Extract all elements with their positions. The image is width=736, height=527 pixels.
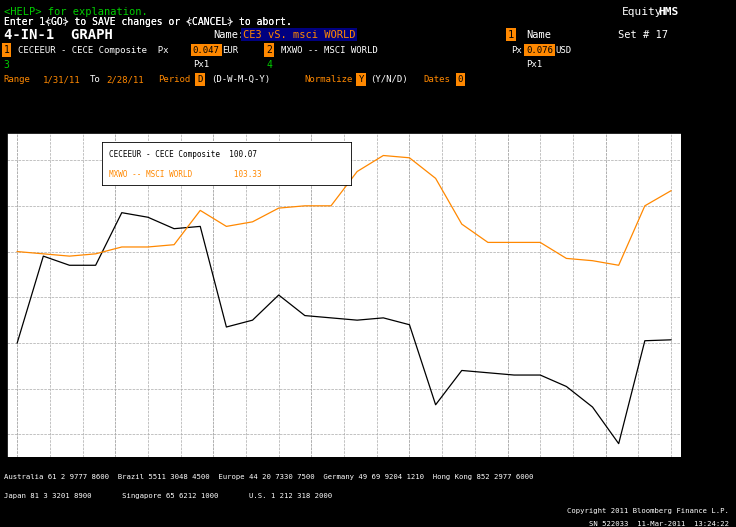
Text: <HELP> for explanation.: <HELP> for explanation. <box>4 7 147 16</box>
Text: Equity: Equity <box>622 7 662 16</box>
Text: MXWO -- MSCI WORLD: MXWO -- MSCI WORLD <box>281 45 378 55</box>
Text: (D-W-M-Q-Y): (D-W-M-Q-Y) <box>211 75 270 84</box>
Text: Australia 61 2 9777 8600  Brazil 5511 3048 4500  Europe 44 20 7330 7500  Germany: Australia 61 2 9777 8600 Brazil 5511 304… <box>4 474 533 480</box>
Text: Set # 17: Set # 17 <box>618 30 668 40</box>
Text: To: To <box>90 75 101 84</box>
Text: 1: 1 <box>508 30 514 40</box>
Text: 2/28/11: 2/28/11 <box>107 75 144 84</box>
Text: Px1: Px1 <box>526 60 542 70</box>
Text: 4: 4 <box>266 60 272 70</box>
Text: HMS: HMS <box>659 7 679 16</box>
Text: SN 522033  11-Mar-2011  13:24:22: SN 522033 11-Mar-2011 13:24:22 <box>589 521 729 527</box>
Text: D: D <box>197 75 202 84</box>
Text: CE3 vS. msci WORLD: CE3 vS. msci WORLD <box>243 30 355 40</box>
Text: CECEEUR - CECE Composite  Px: CECEEUR - CECE Composite Px <box>18 45 169 55</box>
Text: 4-IN-1  GRAPH: 4-IN-1 GRAPH <box>4 28 113 42</box>
Text: Period: Period <box>158 75 191 84</box>
Text: Px1: Px1 <box>193 60 209 70</box>
Text: USD: USD <box>556 45 572 55</box>
Text: 1: 1 <box>4 45 10 55</box>
Text: 1/31/11: 1/31/11 <box>43 75 80 84</box>
Text: Enter 1⟨GO⟩ to SAVE changes or ⟨CANCEL⟩ to abort.: Enter 1⟨GO⟩ to SAVE changes or ⟨CANCEL⟩ … <box>4 17 291 27</box>
Text: Dates: Dates <box>423 75 450 84</box>
Text: Enter 1<GO> to SAVE changes or <CANCEL> to abort.: Enter 1<GO> to SAVE changes or <CANCEL> … <box>4 17 291 27</box>
Text: 3: 3 <box>4 60 10 70</box>
Text: Name:: Name: <box>213 30 244 40</box>
X-axis label: 2011 Feb: 2011 Feb <box>319 475 369 485</box>
Text: Normalize: Normalize <box>304 75 353 84</box>
Text: Range: Range <box>4 75 31 84</box>
Text: 2: 2 <box>266 45 272 55</box>
Text: Name: Name <box>526 30 551 40</box>
Text: 0: 0 <box>458 75 463 84</box>
Text: 0.076: 0.076 <box>526 45 553 55</box>
Text: (Y/N/D): (Y/N/D) <box>370 75 408 84</box>
Text: EUR: EUR <box>222 45 238 55</box>
Text: Copyright 2011 Bloomberg Finance L.P.: Copyright 2011 Bloomberg Finance L.P. <box>567 508 729 514</box>
Text: Px: Px <box>512 45 523 55</box>
Text: Y: Y <box>358 75 364 84</box>
Text: Japan 81 3 3201 8900       Singapore 65 6212 1000       U.S. 1 212 318 2000: Japan 81 3 3201 8900 Singapore 65 6212 1… <box>4 493 332 499</box>
Text: 0.047: 0.047 <box>193 45 220 55</box>
